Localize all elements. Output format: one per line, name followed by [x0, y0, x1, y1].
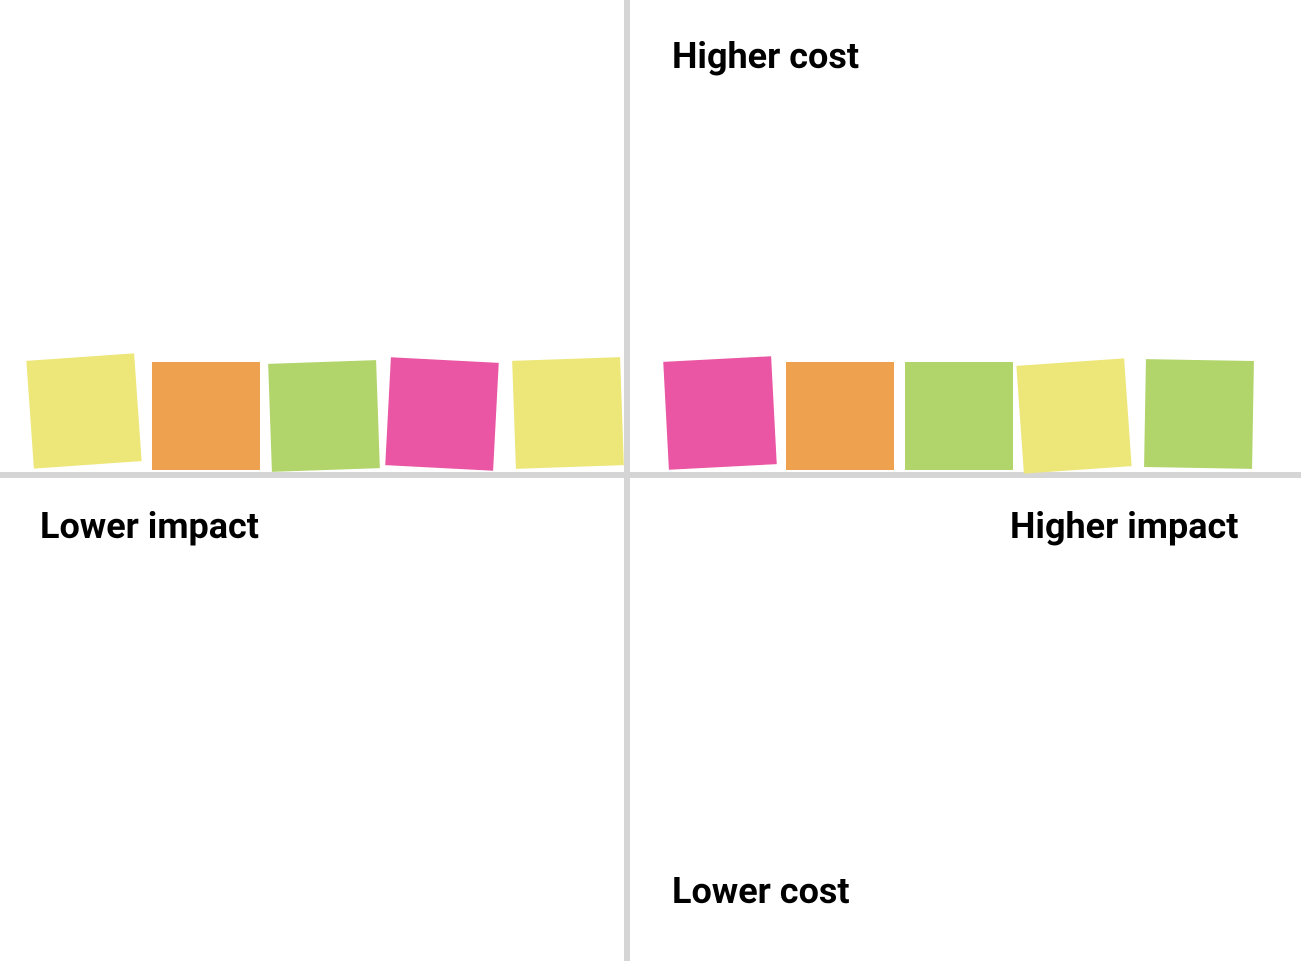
sticky-note[interactable] — [1016, 358, 1131, 473]
axis-label-top: Higher cost — [672, 35, 859, 78]
sticky-note[interactable] — [26, 353, 141, 468]
horizontal-axis — [0, 472, 1301, 478]
axis-label-bottom: Lower cost — [672, 870, 850, 913]
sticky-note[interactable] — [268, 360, 380, 472]
vertical-axis — [624, 0, 630, 961]
sticky-note[interactable] — [152, 362, 260, 470]
sticky-note[interactable] — [905, 362, 1013, 470]
sticky-note[interactable] — [663, 356, 777, 470]
axis-label-right: Higher impact — [1010, 505, 1238, 548]
quadrant-canvas: Higher cost Lower cost Lower impact High… — [0, 0, 1301, 961]
sticky-note[interactable] — [512, 357, 624, 469]
axis-label-left: Lower impact — [40, 505, 259, 548]
sticky-note[interactable] — [385, 357, 499, 471]
sticky-note[interactable] — [1144, 359, 1254, 469]
sticky-note[interactable] — [786, 362, 894, 470]
